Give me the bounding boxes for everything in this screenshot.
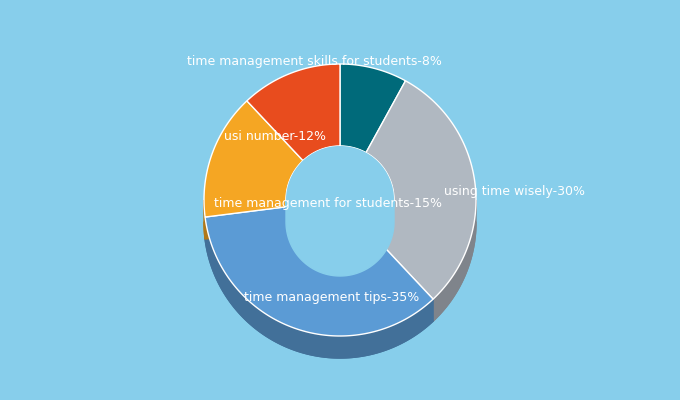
- Polygon shape: [377, 222, 476, 321]
- Text: using time wisely-30%: using time wisely-30%: [444, 186, 585, 198]
- Polygon shape: [204, 222, 286, 239]
- Polygon shape: [286, 207, 377, 276]
- Polygon shape: [377, 200, 394, 261]
- Ellipse shape: [286, 146, 394, 254]
- Polygon shape: [366, 81, 476, 299]
- Polygon shape: [205, 217, 433, 358]
- Polygon shape: [205, 207, 433, 336]
- Text: time management skills for students-8%: time management skills for students-8%: [186, 56, 441, 68]
- Polygon shape: [204, 200, 205, 239]
- Polygon shape: [204, 101, 303, 217]
- Text: time management for students-15%: time management for students-15%: [214, 198, 442, 210]
- Text: usi number-12%: usi number-12%: [224, 130, 326, 142]
- Polygon shape: [205, 229, 433, 358]
- Polygon shape: [247, 64, 340, 161]
- Polygon shape: [340, 64, 405, 153]
- Polygon shape: [433, 200, 476, 321]
- Text: time management tips-35%: time management tips-35%: [244, 292, 420, 304]
- Ellipse shape: [286, 146, 394, 254]
- Polygon shape: [286, 200, 394, 276]
